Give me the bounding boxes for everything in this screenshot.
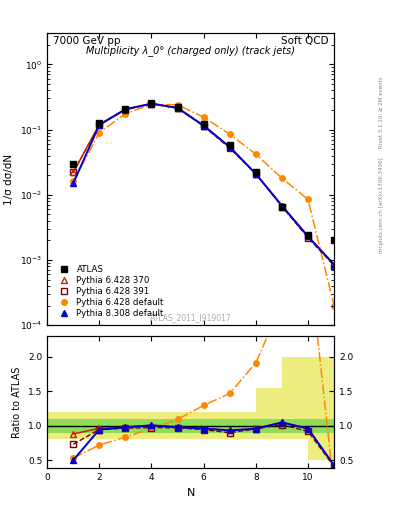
Pythia 6.428 default (123, 111, 128, 117)
Pythia 6.428 391 (97, 122, 102, 128)
Pythia 8.308 default (97, 122, 102, 128)
Pythia 6.428 391 (71, 169, 75, 176)
Line: Pythia 6.428 370: Pythia 6.428 370 (70, 101, 337, 267)
X-axis label: N: N (186, 488, 195, 498)
Pythia 6.428 default (97, 130, 102, 136)
Pythia 6.428 default (306, 196, 310, 202)
Text: Multiplicity λ_0° (charged only) (track jets): Multiplicity λ_0° (charged only) (track … (86, 45, 295, 56)
Pythia 6.428 370 (228, 144, 232, 150)
Y-axis label: 1/σ dσ/dN: 1/σ dσ/dN (4, 154, 14, 205)
Text: Soft QCD: Soft QCD (281, 36, 328, 46)
Line: Pythia 6.428 default: Pythia 6.428 default (70, 101, 337, 308)
ATLAS (279, 204, 284, 210)
Pythia 6.428 default (71, 178, 75, 184)
Pythia 6.428 370 (123, 106, 128, 112)
ATLAS (123, 105, 128, 112)
Pythia 6.428 391 (228, 145, 232, 151)
Pythia 6.428 default (149, 101, 154, 108)
Pythia 6.428 default (253, 151, 258, 157)
ATLAS (201, 121, 206, 127)
Pythia 8.308 default (149, 100, 154, 106)
Line: Pythia 6.428 391: Pythia 6.428 391 (70, 101, 337, 268)
Pythia 8.308 default (123, 106, 128, 112)
Pythia 6.428 370 (149, 100, 154, 106)
Pythia 8.308 default (279, 203, 284, 209)
Pythia 6.428 default (279, 175, 284, 181)
Pythia 8.308 default (332, 262, 336, 268)
Pythia 8.308 default (253, 170, 258, 177)
Pythia 6.428 370 (175, 105, 180, 111)
ATLAS (71, 161, 75, 167)
Text: ATLAS_2011_I919017: ATLAS_2011_I919017 (150, 313, 231, 322)
Pythia 6.428 370 (97, 121, 102, 127)
Pythia 6.428 370 (201, 122, 206, 129)
Pythia 8.308 default (71, 180, 75, 186)
Text: mcplots.cern.ch [arXiv:1306.3436]: mcplots.cern.ch [arXiv:1306.3436] (379, 157, 384, 252)
Pythia 6.428 370 (306, 233, 310, 240)
ATLAS (253, 169, 258, 176)
Pythia 6.428 391 (332, 263, 336, 269)
ATLAS (175, 104, 180, 110)
Pythia 6.428 370 (279, 203, 284, 209)
Pythia 6.428 391 (279, 203, 284, 209)
ATLAS (306, 232, 310, 238)
ATLAS (149, 100, 154, 106)
Pythia 6.428 391 (253, 170, 258, 177)
Pythia 6.428 370 (253, 170, 258, 177)
ATLAS (332, 237, 336, 243)
ATLAS (97, 120, 102, 126)
Pythia 8.308 default (306, 233, 310, 240)
Pythia 8.308 default (228, 144, 232, 150)
Pythia 6.428 391 (175, 105, 180, 111)
Pythia 6.428 391 (201, 123, 206, 129)
Pythia 6.428 391 (149, 101, 154, 107)
Pythia 6.428 default (175, 102, 180, 108)
Pythia 6.428 370 (71, 169, 75, 176)
Pythia 6.428 default (332, 303, 336, 309)
Pythia 6.428 370 (332, 262, 336, 268)
Y-axis label: Ratio to ATLAS: Ratio to ATLAS (12, 367, 22, 438)
Pythia 8.308 default (201, 122, 206, 129)
Line: ATLAS: ATLAS (70, 100, 337, 244)
Legend: ATLAS, Pythia 6.428 370, Pythia 6.428 391, Pythia 6.428 default, Pythia 8.308 de: ATLAS, Pythia 6.428 370, Pythia 6.428 39… (51, 262, 166, 321)
Pythia 6.428 default (228, 131, 232, 137)
Pythia 6.428 default (201, 114, 206, 120)
Line: Pythia 8.308 default: Pythia 8.308 default (70, 101, 337, 267)
Text: 7000 GeV pp: 7000 GeV pp (53, 36, 120, 46)
Text: Rivet 3.1.10; ≥ 2M events: Rivet 3.1.10; ≥ 2M events (379, 77, 384, 148)
ATLAS (228, 142, 232, 148)
Pythia 6.428 391 (123, 106, 128, 113)
Pythia 8.308 default (175, 105, 180, 111)
Pythia 6.428 391 (306, 234, 310, 241)
